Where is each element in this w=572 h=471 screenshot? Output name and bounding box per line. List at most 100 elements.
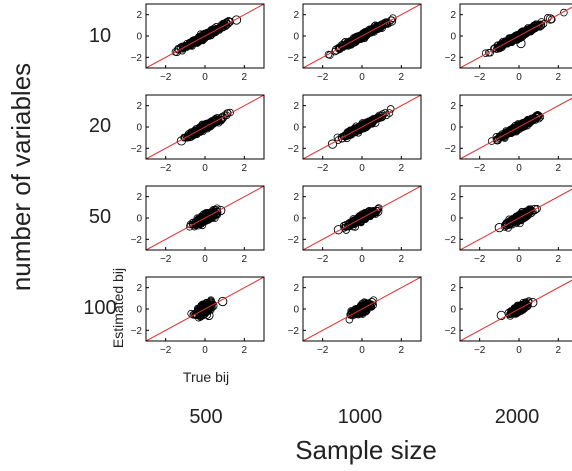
data-point <box>335 43 344 52</box>
data-point <box>337 133 347 143</box>
data-point <box>544 14 552 22</box>
data-point <box>386 105 395 113</box>
data-point <box>208 301 218 311</box>
data-point <box>190 126 200 136</box>
reference-line <box>460 279 572 341</box>
x-tick-label: 0 <box>516 163 522 174</box>
data-point <box>357 309 365 318</box>
panels-group: −2 0 2 −2 0 2 −2 0 2 −2 0 2 −2 0 2 −2 0 2 −2 0 2 −2 0 2 −2 0 2 −2 0 2… <box>131 3 572 356</box>
data-point <box>340 224 349 232</box>
data-point <box>347 308 357 318</box>
data-point <box>200 212 210 222</box>
y-tick-label: 2 <box>450 283 456 294</box>
reference-line <box>460 188 572 250</box>
y-tick-label: 2 <box>136 283 142 294</box>
data-point <box>201 120 209 129</box>
y-tick-label: 0 <box>450 214 456 225</box>
panel-100-1000: −2 0 2 −2 0 2 <box>288 276 422 356</box>
data-point <box>341 220 351 231</box>
y-tick-label: 0 <box>450 32 456 43</box>
data-point <box>206 211 216 221</box>
reference-line <box>303 95 421 159</box>
data-point <box>367 26 377 36</box>
x-tick-label: −2 <box>317 254 329 265</box>
y-tick-label: 0 <box>293 305 299 316</box>
x-tick-label: 2 <box>556 163 562 174</box>
y-tick-label: 2 <box>450 192 456 203</box>
data-point <box>342 223 350 231</box>
panel-50-500: −2 0 2 −2 0 2 <box>131 185 265 265</box>
data-point <box>545 14 556 24</box>
x-tick-label: −2 <box>474 345 486 356</box>
y-axis-title: number of variables <box>6 63 36 291</box>
data-point <box>216 205 226 216</box>
y-tick-label: 0 <box>293 123 299 134</box>
y-tick-label: 0 <box>293 32 299 43</box>
data-point <box>516 302 526 312</box>
data-point <box>519 30 528 38</box>
panel-10-500: −2 0 2 −2 0 2 <box>131 3 265 83</box>
data-point <box>347 217 357 227</box>
x-tick-label: 2 <box>399 345 405 356</box>
data-point <box>512 31 522 41</box>
y-tick-label: −2 <box>288 326 300 337</box>
data-point <box>516 38 526 49</box>
x-tick-label: 0 <box>359 345 365 356</box>
data-point <box>185 222 194 231</box>
y-tick-label: 2 <box>136 192 142 203</box>
y-tick-label: −2 <box>288 53 300 64</box>
x-tick-label: 0 <box>202 72 208 83</box>
reference-line <box>146 186 264 250</box>
data-point <box>491 44 499 52</box>
data-point <box>210 117 220 127</box>
data-point <box>188 36 198 46</box>
data-point <box>208 209 217 217</box>
y-tick-label: 0 <box>136 123 142 134</box>
data-point <box>367 209 377 219</box>
data-point <box>194 33 204 43</box>
data-point <box>204 310 214 321</box>
y-tick-label: 2 <box>450 101 456 112</box>
data-point <box>367 297 377 308</box>
x-tick-label: −2 <box>160 254 172 265</box>
data-point <box>337 40 347 51</box>
data-point <box>356 125 364 134</box>
panel-10-1000: −2 0 2 −2 0 2 <box>288 3 422 83</box>
col-label-1000: 1000 <box>338 406 383 428</box>
data-point <box>481 49 490 58</box>
data-point <box>504 35 514 45</box>
data-point <box>377 111 387 121</box>
y-tick-label: 2 <box>450 10 456 21</box>
x-tick-label: 2 <box>242 254 248 265</box>
x-tick-label: 2 <box>556 254 562 265</box>
y-tick-label: 0 <box>293 214 299 225</box>
data-point <box>517 31 526 40</box>
y-tick-label: −2 <box>131 144 143 155</box>
panel-50-2000: −2 0 2 −2 0 2 <box>445 185 572 265</box>
data-point <box>198 122 208 132</box>
row-label-10: 10 <box>89 25 111 47</box>
data-point <box>508 35 517 43</box>
x-tick-label: 2 <box>399 254 405 265</box>
data-point <box>535 20 546 30</box>
data-point <box>345 127 355 137</box>
reference-line <box>460 6 572 68</box>
x-tick-label: −2 <box>474 254 486 265</box>
data-point <box>327 139 338 149</box>
y-tick-label: 0 <box>450 305 456 316</box>
data-point <box>361 211 371 221</box>
data-point <box>206 27 216 37</box>
points-group <box>496 297 538 321</box>
data-point <box>492 135 503 145</box>
row-label-100: 100 <box>83 297 116 319</box>
data-point <box>345 37 355 48</box>
data-point <box>184 129 194 140</box>
data-point <box>196 311 205 320</box>
data-point <box>204 119 214 129</box>
y-tick-label: −2 <box>131 53 143 64</box>
panel-100-500: −2 0 2 −2 0 2 <box>131 276 265 356</box>
y-tick-label: 2 <box>293 10 299 21</box>
data-point <box>200 30 210 40</box>
x-tick-label: 0 <box>202 345 208 356</box>
reference-line <box>146 4 264 68</box>
